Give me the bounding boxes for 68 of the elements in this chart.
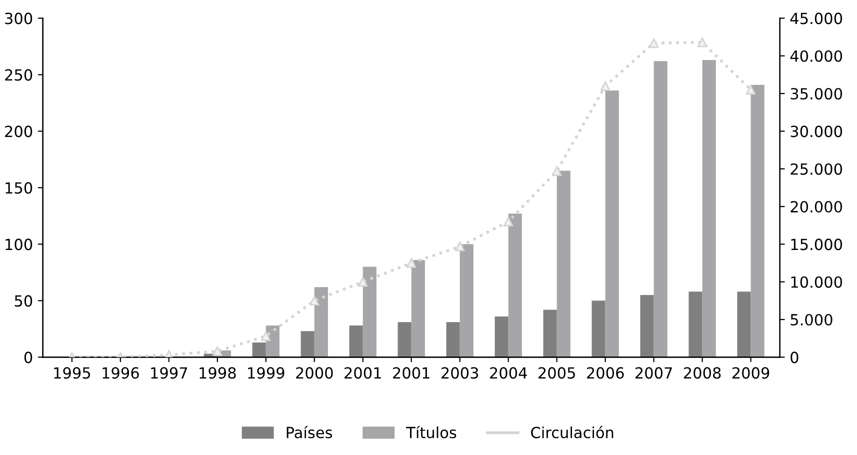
point (358, 276, 368, 287)
y-tick-label: 250 (5, 69, 32, 81)
y2-tick-label: 40.000 (790, 50, 842, 62)
x-tick-label: 2001 (344, 367, 381, 379)
y2-tick-label: 35.000 (790, 88, 842, 100)
x-tick-label: 2004 (490, 367, 527, 379)
bar (654, 61, 668, 358)
x-tick-label: 2008 (684, 367, 721, 379)
bar (543, 310, 557, 358)
bar (702, 60, 716, 358)
x-tick-label: 1996 (102, 367, 139, 379)
bar (411, 260, 425, 358)
y2-tick-label: 5.000 (790, 314, 832, 326)
point (648, 38, 659, 48)
bar (252, 342, 266, 358)
x-tick-label: 1995 (54, 367, 90, 379)
y-tick-label: 150 (6, 182, 32, 194)
point (746, 84, 756, 95)
y2-tick-label: 0 (790, 352, 798, 364)
point (600, 81, 610, 91)
x-tick-label: 2003 (442, 367, 478, 379)
y-tick-label: 100 (6, 238, 32, 250)
x-tick-label: 2009 (732, 367, 770, 379)
point (212, 346, 222, 356)
x-tick-label: 1998 (200, 367, 236, 379)
bar (750, 84, 764, 358)
bar (349, 326, 363, 358)
bar (737, 292, 751, 358)
y2-tick-label: 25.000 (790, 163, 842, 175)
x-tick-label: 2001 (393, 367, 430, 379)
legend-label: Países (286, 426, 332, 438)
y2-tick-label: 45.000 (790, 12, 842, 24)
bar (446, 322, 460, 358)
bar (460, 244, 474, 358)
y2-tick-label: 30.000 (790, 126, 842, 138)
bar (314, 287, 328, 358)
y2-tick-label: 10.000 (791, 276, 842, 288)
point (261, 331, 271, 341)
legend-label: Circulación (531, 426, 614, 438)
x-tick-label: 2005 (538, 367, 575, 379)
bar (494, 316, 508, 358)
bar (556, 170, 570, 358)
bar (362, 266, 376, 358)
bar (640, 295, 654, 358)
bar (592, 300, 606, 358)
x-tick-label: 2000 (296, 367, 333, 379)
bar (300, 331, 314, 358)
point (552, 166, 562, 176)
y2-tick-label: 15.000 (791, 238, 842, 250)
y2-tick-label: 20.000 (790, 200, 842, 213)
x-tick-label: 2007 (635, 367, 672, 379)
point (503, 216, 514, 226)
y-tick-label: 200 (5, 126, 32, 138)
bar (398, 322, 412, 358)
x-tick-label: 1999 (248, 367, 284, 379)
bar (688, 292, 702, 358)
x-tick-label: 1997 (151, 367, 188, 379)
bar (605, 90, 619, 358)
point (454, 242, 465, 252)
y-tick-label: 0 (24, 352, 32, 364)
bar (508, 214, 522, 358)
legend-label: Títulos (406, 426, 456, 438)
y-tick-label: 300 (5, 12, 32, 24)
y-tick-label: 50 (14, 295, 32, 307)
point (406, 258, 416, 268)
point (697, 37, 708, 48)
x-tick-label: 2006 (586, 367, 624, 379)
point (310, 296, 320, 306)
